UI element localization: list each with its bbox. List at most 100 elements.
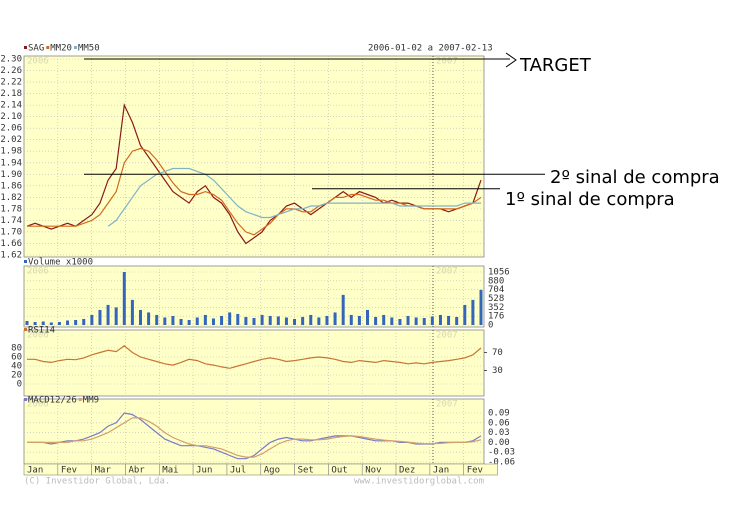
- volume-bar: [147, 312, 151, 325]
- y-tick-label: 0: [488, 321, 493, 331]
- annotation-text: TARGET: [519, 55, 592, 76]
- volume-bar: [25, 320, 29, 325]
- year-watermark: 2007: [436, 267, 458, 277]
- volume-bar: [163, 317, 167, 325]
- y-tick-label: 2.06: [0, 124, 22, 134]
- volume-bar: [57, 321, 61, 325]
- volume-bar: [33, 321, 37, 325]
- volume-bar: [390, 317, 394, 325]
- volume-bar: [66, 320, 70, 325]
- legend-swatch: [73, 46, 77, 49]
- volume-bar: [228, 312, 232, 325]
- y-tick-label: 2.14: [0, 101, 22, 111]
- annotation-text: 2º sinal de compra: [550, 167, 720, 188]
- y-tick-label: 2.02: [0, 135, 22, 145]
- series-line: [27, 345, 482, 369]
- annotation-text: 1º sinal de compra: [505, 189, 675, 210]
- volume-bar: [139, 309, 142, 325]
- volume-bar: [349, 314, 353, 325]
- legend-swatch: [24, 260, 27, 263]
- y-tick-label: 704: [488, 285, 504, 295]
- volume-bar: [130, 299, 134, 325]
- volume-bar: [90, 314, 94, 325]
- legend-label: MM50: [78, 44, 100, 54]
- volume-bar: [406, 315, 410, 325]
- y-tick-label: -0.03: [488, 448, 515, 458]
- volume-bar: [82, 318, 86, 325]
- y-tick-label: 20: [11, 371, 22, 381]
- legend-label: RSI14: [28, 326, 55, 336]
- volume-bar: [471, 299, 475, 325]
- series-line: [107, 167, 481, 227]
- x-axis-band: [463, 463, 498, 476]
- volume-bar: [155, 314, 159, 325]
- y2-tick-label: 30: [492, 366, 503, 376]
- year-watermark: 2007: [436, 57, 458, 67]
- volume-bar: [171, 315, 175, 325]
- volume-bar: [74, 319, 78, 325]
- plot-area: [23, 398, 485, 465]
- y2-tick-label: 70: [492, 348, 503, 358]
- y-tick-label: 80: [11, 344, 22, 354]
- site: www.investidorglobal.com: [354, 477, 484, 487]
- plot-area: [23, 329, 485, 397]
- date-range: 2006-01-02 a 2007-02-13: [368, 44, 493, 54]
- volume-bar: [382, 314, 386, 325]
- y-tick-label: 1056: [488, 268, 510, 278]
- y-tick-label: 1.90: [0, 170, 22, 180]
- volume-bar: [309, 314, 313, 325]
- volume-bar: [293, 318, 297, 325]
- year-watermark: 2007: [436, 331, 458, 341]
- x-tick-label: Nov: [365, 466, 381, 476]
- volume-bar: [203, 314, 207, 325]
- x-tick-label: Ago: [264, 466, 280, 476]
- volume-bar: [195, 317, 199, 325]
- year-watermark: 2006: [27, 331, 49, 341]
- legend-swatch: [46, 46, 50, 49]
- legend-swatch: [78, 398, 82, 401]
- legend-label: MM9: [83, 396, 99, 406]
- y-tick-label: 2.22: [0, 78, 22, 88]
- volume-bar: [463, 304, 467, 325]
- volume-bar: [317, 317, 321, 325]
- volume-bar: [49, 322, 53, 325]
- y-tick-label: 1.74: [0, 216, 22, 226]
- x-tick-label: Jul: [230, 466, 246, 476]
- y-tick-label: 176: [488, 312, 504, 322]
- x-tick-label: Abr: [128, 466, 145, 476]
- x-tick-label: Set: [298, 466, 314, 476]
- x-tick-label: Fev: [467, 466, 483, 476]
- y-tick-label: 1.70: [0, 227, 22, 237]
- annotation-arrow: [505, 52, 517, 68]
- year-watermark: 2006: [27, 267, 49, 277]
- volume-bar: [422, 317, 426, 325]
- volume-bar: [284, 317, 288, 325]
- series-line: [26, 102, 482, 245]
- volume-bar: [366, 309, 369, 325]
- y-tick-label: 0.09: [488, 409, 510, 419]
- x-tick-label: Jan: [433, 466, 449, 476]
- legend-swatch: [24, 328, 27, 331]
- volume-bar: [114, 307, 118, 325]
- y-tick-label: 0.03: [488, 428, 510, 438]
- y-tick-label: 880: [488, 276, 504, 286]
- volume-bar: [244, 316, 248, 325]
- volume-bar: [325, 315, 329, 325]
- x-tick-label: Mai: [162, 466, 178, 476]
- volume-bar: [341, 294, 345, 325]
- y-tick-label: 40: [11, 362, 22, 372]
- y-tick-label: 528: [488, 294, 504, 304]
- y-tick-label: 1.98: [0, 147, 22, 157]
- volume-bar: [252, 317, 256, 325]
- y-tick-label: 1.82: [0, 193, 22, 203]
- legend-label: MACD12/26: [28, 396, 77, 406]
- y-tick-label: 2.18: [0, 89, 22, 99]
- copyright: (C) Investidor Global, Lda.: [24, 477, 170, 487]
- volume-bar: [357, 315, 361, 325]
- volume-bar: [374, 316, 378, 325]
- legend-swatch: [24, 398, 27, 401]
- y-tick-label: -0.06: [488, 458, 515, 468]
- volume-bar: [398, 318, 402, 325]
- x-tick-label: Out: [331, 466, 347, 476]
